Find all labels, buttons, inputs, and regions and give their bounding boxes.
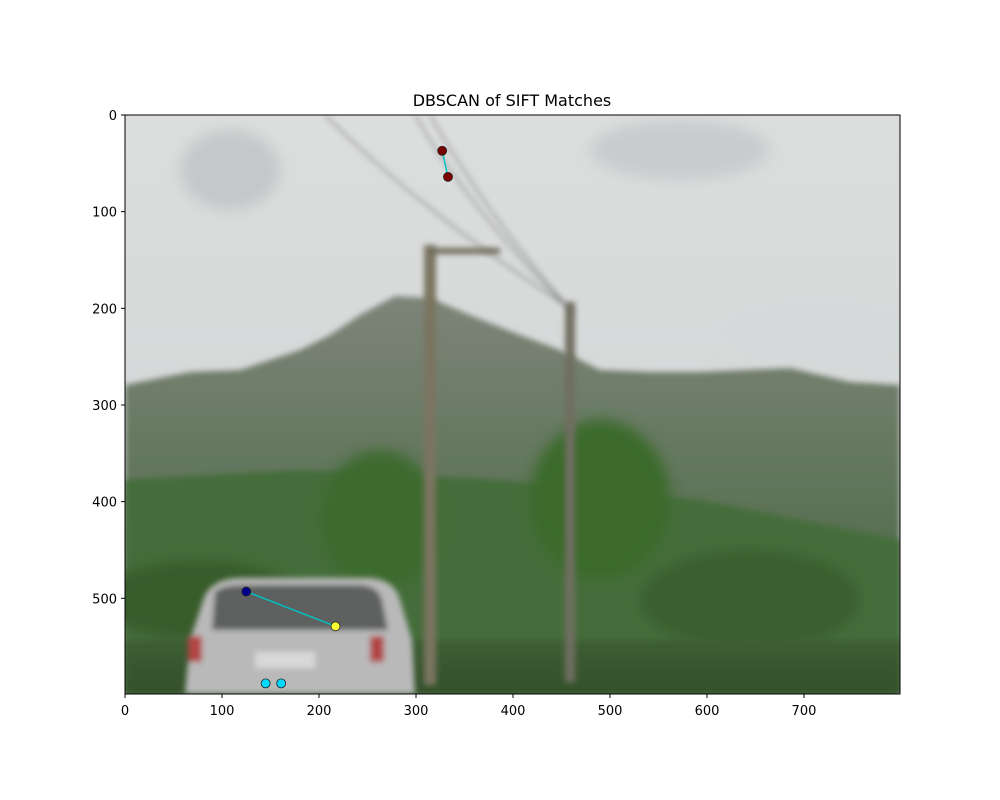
keypoint-2: [241, 586, 252, 597]
x-tick-label: 400: [501, 704, 526, 719]
x-tick-label: 100: [210, 704, 235, 719]
chart-title: DBSCAN of SIFT Matches: [413, 91, 612, 110]
keypoint-3: [330, 621, 341, 632]
y-tick-label: 500: [92, 592, 117, 607]
match-line-1: [245, 590, 336, 628]
x-tick-label: 300: [404, 704, 429, 719]
y-axis: 0 100 200 300 400 500: [92, 109, 125, 607]
background-photo: [125, 115, 900, 694]
keypoints: [241, 145, 453, 689]
y-tick-label: 100: [92, 206, 117, 221]
keypoint-1: [443, 171, 453, 182]
x-tick-label: 700: [792, 704, 817, 719]
y-tick-label: 0: [109, 109, 117, 124]
x-tick-label: 600: [695, 704, 720, 719]
x-tick-label: 0: [121, 704, 129, 719]
x-tick-label: 500: [598, 704, 623, 719]
x-tick-label: 200: [307, 704, 332, 719]
y-tick-label: 200: [92, 302, 117, 317]
keypoint-0: [437, 145, 448, 156]
y-tick-label: 400: [92, 496, 117, 511]
y-tick-label: 300: [92, 399, 117, 414]
x-axis: 0 100 200 300 400 500 600 700: [121, 694, 817, 719]
keypoint-4: [260, 678, 271, 689]
keypoint-5: [276, 678, 287, 689]
